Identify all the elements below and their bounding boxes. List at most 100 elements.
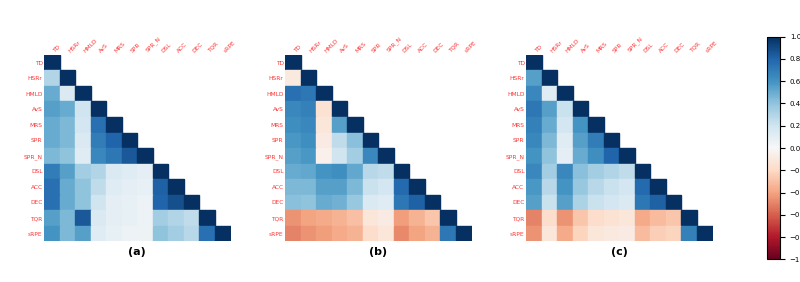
Bar bbox=[604, 226, 619, 241]
Bar bbox=[588, 179, 604, 195]
Bar bbox=[526, 148, 542, 164]
Bar bbox=[122, 164, 138, 179]
Bar bbox=[285, 164, 301, 179]
Bar bbox=[573, 133, 588, 148]
Bar bbox=[301, 179, 316, 195]
Bar bbox=[285, 226, 301, 241]
Bar bbox=[619, 210, 634, 226]
Bar bbox=[75, 226, 90, 241]
Bar bbox=[394, 179, 410, 195]
Bar bbox=[634, 195, 650, 210]
Bar bbox=[682, 210, 697, 226]
Bar bbox=[138, 195, 153, 210]
Bar bbox=[634, 179, 650, 195]
Bar bbox=[138, 164, 153, 179]
Bar bbox=[59, 70, 75, 86]
Bar bbox=[75, 86, 90, 102]
Bar bbox=[75, 133, 90, 148]
Bar bbox=[410, 195, 425, 210]
Bar bbox=[59, 226, 75, 241]
Bar bbox=[332, 133, 347, 148]
Bar bbox=[650, 179, 666, 195]
Bar bbox=[106, 179, 122, 195]
Bar bbox=[90, 179, 106, 195]
Bar bbox=[542, 133, 557, 148]
Bar bbox=[138, 210, 153, 226]
Bar bbox=[526, 102, 542, 117]
Bar bbox=[316, 226, 332, 241]
Bar bbox=[59, 148, 75, 164]
Bar bbox=[44, 195, 59, 210]
Bar bbox=[378, 179, 394, 195]
Bar bbox=[285, 148, 301, 164]
Bar bbox=[184, 226, 199, 241]
Bar bbox=[316, 117, 332, 133]
Bar bbox=[456, 226, 471, 241]
Bar bbox=[316, 195, 332, 210]
Bar bbox=[75, 179, 90, 195]
Bar bbox=[106, 148, 122, 164]
Bar bbox=[526, 164, 542, 179]
Bar bbox=[285, 195, 301, 210]
Bar bbox=[59, 195, 75, 210]
Bar bbox=[542, 164, 557, 179]
Bar bbox=[378, 226, 394, 241]
Bar bbox=[557, 210, 573, 226]
Bar bbox=[59, 133, 75, 148]
Bar bbox=[526, 210, 542, 226]
Bar bbox=[75, 164, 90, 179]
Bar bbox=[378, 195, 394, 210]
Bar bbox=[332, 117, 347, 133]
Bar bbox=[316, 179, 332, 195]
Bar bbox=[44, 86, 59, 102]
Bar bbox=[106, 195, 122, 210]
Bar bbox=[588, 133, 604, 148]
Bar bbox=[394, 164, 410, 179]
Bar bbox=[666, 210, 682, 226]
Bar bbox=[90, 164, 106, 179]
Bar bbox=[378, 164, 394, 179]
Bar bbox=[347, 226, 362, 241]
Bar bbox=[557, 226, 573, 241]
Bar bbox=[542, 148, 557, 164]
Bar bbox=[153, 195, 168, 210]
Bar bbox=[332, 179, 347, 195]
Bar bbox=[619, 148, 634, 164]
Bar bbox=[285, 210, 301, 226]
Bar bbox=[378, 148, 394, 164]
Bar bbox=[347, 210, 362, 226]
Bar bbox=[557, 195, 573, 210]
Bar bbox=[106, 117, 122, 133]
Bar bbox=[410, 179, 425, 195]
Bar bbox=[285, 179, 301, 195]
Bar bbox=[362, 148, 378, 164]
Bar bbox=[557, 133, 573, 148]
Bar bbox=[573, 148, 588, 164]
Bar bbox=[557, 179, 573, 195]
Bar bbox=[106, 210, 122, 226]
Bar bbox=[542, 226, 557, 241]
Bar bbox=[604, 148, 619, 164]
Bar bbox=[301, 226, 316, 241]
Bar bbox=[557, 102, 573, 117]
Bar bbox=[122, 195, 138, 210]
Bar bbox=[634, 226, 650, 241]
Bar bbox=[557, 86, 573, 102]
Bar bbox=[316, 210, 332, 226]
Bar bbox=[347, 195, 362, 210]
Bar bbox=[301, 86, 316, 102]
Bar bbox=[604, 195, 619, 210]
Bar bbox=[122, 179, 138, 195]
Bar bbox=[573, 102, 588, 117]
Bar bbox=[90, 148, 106, 164]
Bar bbox=[604, 179, 619, 195]
Bar bbox=[604, 210, 619, 226]
Bar bbox=[588, 210, 604, 226]
Bar bbox=[634, 210, 650, 226]
Bar bbox=[316, 102, 332, 117]
Bar bbox=[394, 226, 410, 241]
Bar bbox=[59, 102, 75, 117]
Bar bbox=[90, 210, 106, 226]
Bar bbox=[90, 195, 106, 210]
Bar bbox=[542, 179, 557, 195]
